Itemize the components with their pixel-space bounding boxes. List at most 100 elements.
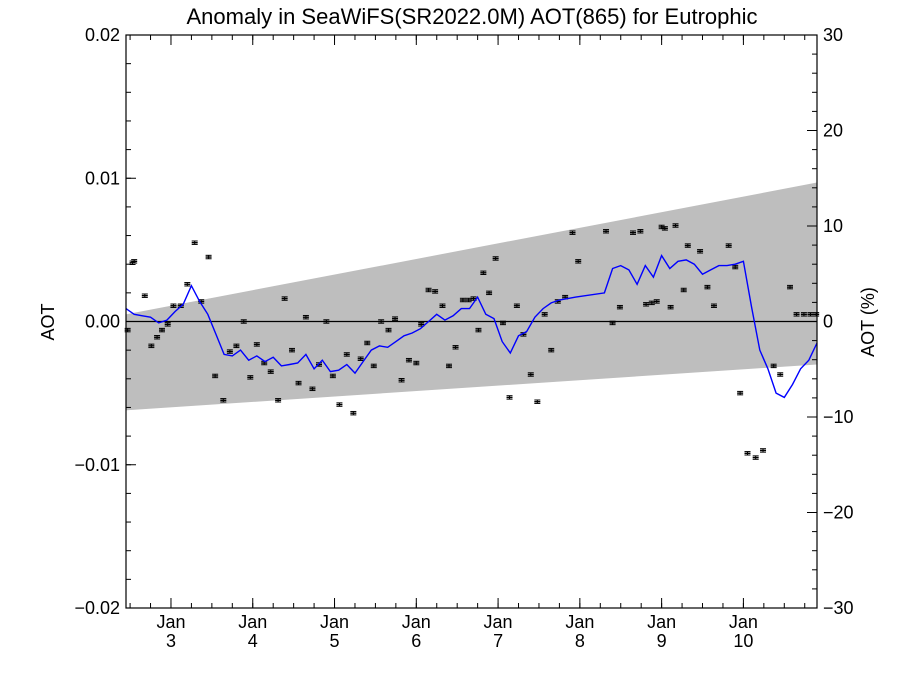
x-tick-label-month: Jan xyxy=(484,612,513,632)
data-point xyxy=(418,322,425,327)
data-point xyxy=(527,372,534,377)
data-point xyxy=(704,284,711,290)
y-tick-label-left: 0.00 xyxy=(85,312,120,332)
data-point xyxy=(569,230,576,235)
data-point xyxy=(770,363,777,369)
y-tick-label-right: 30 xyxy=(823,25,843,45)
data-point xyxy=(475,327,482,333)
y-tick-label-left: 0.02 xyxy=(85,25,120,45)
data-point xyxy=(289,347,296,353)
data-point xyxy=(323,319,330,324)
data-point xyxy=(609,320,616,326)
data-point xyxy=(364,340,371,346)
chart-title: Anomaly in SeaWiFS(SR2022.0M) AOT(865) f… xyxy=(186,4,757,29)
data-point xyxy=(295,380,302,386)
data-point xyxy=(446,363,453,369)
data-point xyxy=(800,312,807,317)
x-tick-label-month: Jan xyxy=(402,612,431,632)
data-point xyxy=(541,312,548,317)
data-point xyxy=(499,320,506,326)
x-tick-label-year: 8 xyxy=(575,631,585,651)
data-point xyxy=(697,249,704,254)
data-point xyxy=(787,284,794,290)
x-tick-label-year: 10 xyxy=(733,631,753,651)
x-tick-label-year: 3 xyxy=(166,631,176,651)
data-point xyxy=(131,259,138,264)
data-point xyxy=(760,448,767,453)
anomaly-points xyxy=(124,223,820,460)
data-point xyxy=(247,375,254,380)
data-point xyxy=(603,229,610,234)
data-point xyxy=(452,345,459,350)
data-point xyxy=(710,303,717,308)
x-tick-label-month: Jan xyxy=(647,612,676,632)
y-tick-label-left: −0.02 xyxy=(74,598,120,618)
data-point xyxy=(684,243,691,248)
y-axis-label-right: AOT (%) xyxy=(858,287,878,357)
data-point xyxy=(343,352,350,357)
data-point xyxy=(205,254,212,260)
y-axis-label-left: AOT xyxy=(38,303,58,340)
data-point xyxy=(425,287,432,293)
y-tick-label-right: 20 xyxy=(823,121,843,141)
data-point xyxy=(439,303,446,308)
data-point xyxy=(233,343,240,349)
data-point xyxy=(777,372,784,377)
data-point xyxy=(405,357,412,363)
running-mean-line xyxy=(125,254,818,399)
data-point xyxy=(667,304,674,310)
data-point xyxy=(309,386,316,392)
data-point xyxy=(253,342,260,347)
data-point xyxy=(637,229,644,234)
data-point xyxy=(459,297,466,303)
data-point xyxy=(267,369,274,374)
data-point xyxy=(672,223,679,228)
data-point xyxy=(744,451,751,456)
data-point xyxy=(534,399,541,404)
data-point xyxy=(370,363,377,369)
data-point xyxy=(643,302,650,307)
data-point xyxy=(302,314,309,320)
data-point xyxy=(357,356,364,361)
data-point xyxy=(184,282,191,287)
data-point xyxy=(513,303,520,308)
data-point xyxy=(548,347,555,353)
data-point xyxy=(350,410,357,416)
data-point xyxy=(226,349,233,354)
data-point xyxy=(385,327,392,333)
data-point xyxy=(158,327,165,333)
data-point xyxy=(281,296,288,301)
data-point xyxy=(164,322,171,327)
data-point xyxy=(653,299,660,304)
data-point xyxy=(737,390,744,396)
data-point xyxy=(506,395,513,400)
x-tick-label-year: 4 xyxy=(248,631,258,651)
x-tick-label-year: 7 xyxy=(493,631,503,651)
data-point xyxy=(807,312,814,317)
x-tick-label-month: Jan xyxy=(729,612,758,632)
data-point xyxy=(680,287,687,293)
data-point xyxy=(813,312,820,317)
y-tick-label-right: −20 xyxy=(823,503,854,523)
data-point xyxy=(793,312,800,317)
data-point xyxy=(725,243,732,248)
data-point xyxy=(486,290,493,296)
data-point xyxy=(220,398,227,403)
x-tick-label-year: 9 xyxy=(657,631,667,651)
x-tick-label-month: Jan xyxy=(156,612,185,632)
x-tick-label-year: 6 xyxy=(411,631,421,651)
data-point xyxy=(329,373,336,379)
data-point xyxy=(432,289,439,294)
data-point xyxy=(154,335,161,340)
x-tick-label-year: 5 xyxy=(330,631,340,651)
data-point xyxy=(492,256,499,261)
data-point xyxy=(661,226,668,231)
data-point xyxy=(170,303,177,308)
data-point xyxy=(212,373,219,379)
x-tick-label-month: Jan xyxy=(565,612,594,632)
data-point xyxy=(732,264,739,270)
data-point xyxy=(480,270,487,276)
data-point xyxy=(141,293,148,298)
data-point xyxy=(630,230,637,235)
